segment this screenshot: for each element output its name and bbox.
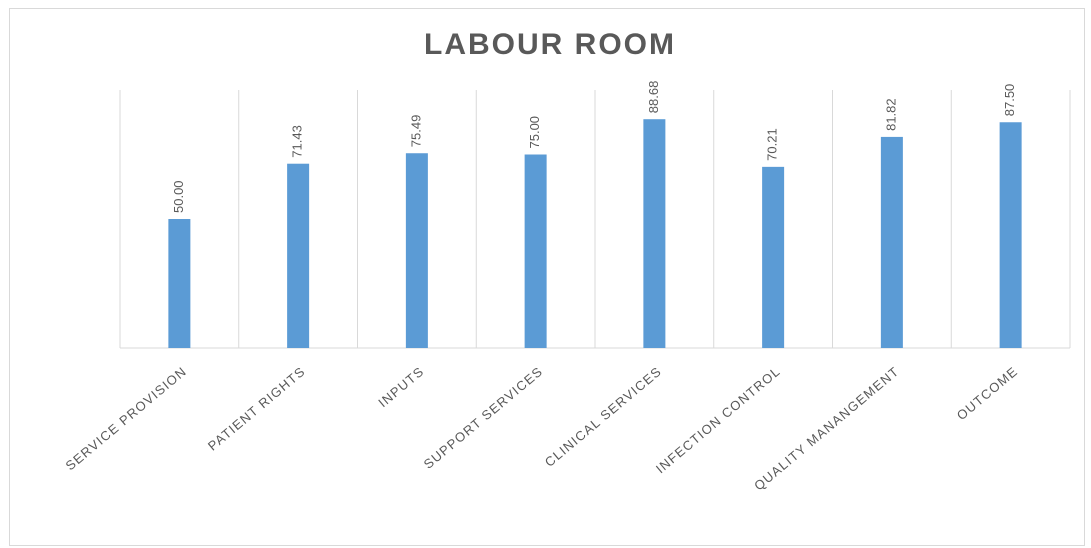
bar [643, 119, 666, 348]
bar [168, 219, 191, 348]
data-label: 87.50 [1002, 84, 1017, 117]
bar [880, 136, 903, 348]
data-label: 81.82 [883, 98, 898, 131]
bar [762, 166, 785, 348]
bar [287, 163, 310, 348]
bar [405, 153, 428, 348]
data-label: 50.00 [171, 180, 186, 213]
bar [524, 154, 547, 348]
data-label: 71.43 [290, 125, 305, 158]
data-label: 75.00 [527, 116, 542, 149]
chart-title: LABOUR ROOM [424, 28, 676, 61]
data-label: 88.68 [646, 81, 661, 114]
data-label: 70.21 [765, 128, 780, 161]
data-label: 75.49 [408, 115, 423, 148]
bar [999, 122, 1022, 348]
